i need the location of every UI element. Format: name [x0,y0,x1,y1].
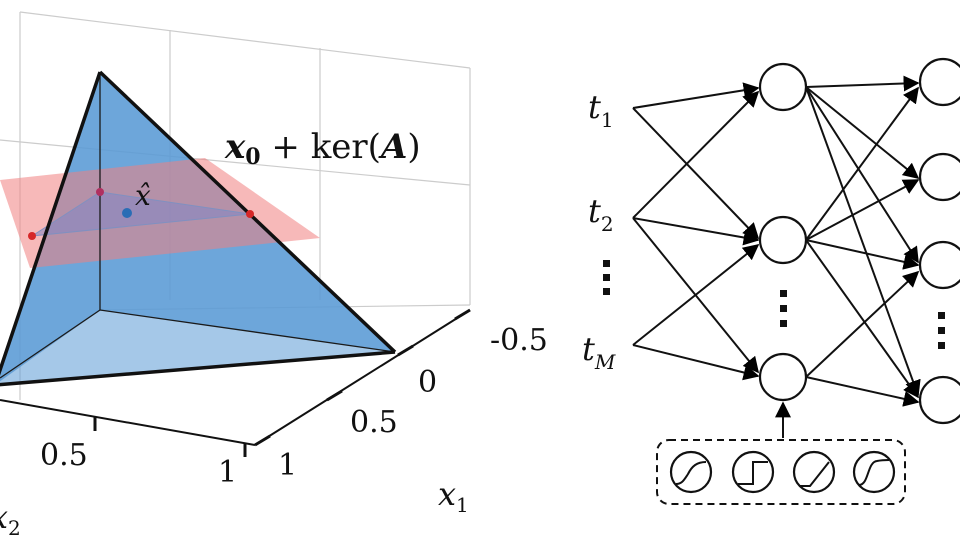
x1-tick-label-0: -0.5 [490,323,548,358]
input-label-t2: t2 [588,192,614,236]
input-hidden-edges [632,82,760,381]
x2-axis [0,399,256,446]
intersection-point-top [96,188,104,196]
x2-axis-label: x2 [0,498,21,540]
simplex-edge-left [0,71,102,376]
output-node-4 [918,375,960,425]
hidden-node-1 [758,62,808,112]
activation-function-box [656,439,906,505]
x2-axis-ticks [93,417,247,457]
input-label-tM: tM [582,330,616,374]
output-node-1 [918,57,960,107]
smooth-step-shape-icon [852,450,896,494]
hidden-edge-right [99,309,396,353]
hidden-node-2 [758,215,808,265]
x1-axis-label: x1 [438,475,469,517]
solution-point [122,208,132,218]
step-shape-icon [731,450,775,494]
simplex-edge-bottom [0,350,396,387]
input-label-t1: t1 [588,88,614,132]
simplex-plot: x̂ x0 + ker(A) -0.5 0 0.5 1 x1 0.5 1 x2 [0,11,548,540]
plane-simplex-intersection [31,191,251,237]
x2-tick-label-1: 1 [218,455,237,490]
hidden-ellipsis [780,290,787,327]
hidden-edge-left [0,309,101,379]
output-node-3 [918,240,960,290]
intersection-point-right [246,210,254,218]
x1-axis-ticks [254,308,471,447]
intersection-point-left [28,232,36,240]
x1-axis [254,309,471,446]
output-node-2 [918,152,960,202]
neural-network-diagram: t1 t2 tM [582,57,960,505]
hidden-node-3 [758,352,808,402]
input-ellipsis [603,260,610,295]
x1-tick-label-3: 1 [278,448,297,483]
x2-tick-label-0: 0.5 [40,438,88,473]
x1-tick-label-1: 0 [418,365,437,400]
hidden-output-edges [805,75,921,407]
x1-tick-label-2: 0.5 [350,405,398,440]
solution-point-label: x̂ [135,179,151,212]
sigmoid-shape-icon [669,450,713,494]
plane-label: x0 + ker(A) [224,127,421,170]
output-ellipsis [938,312,945,349]
ramp-shape-icon [792,450,836,494]
